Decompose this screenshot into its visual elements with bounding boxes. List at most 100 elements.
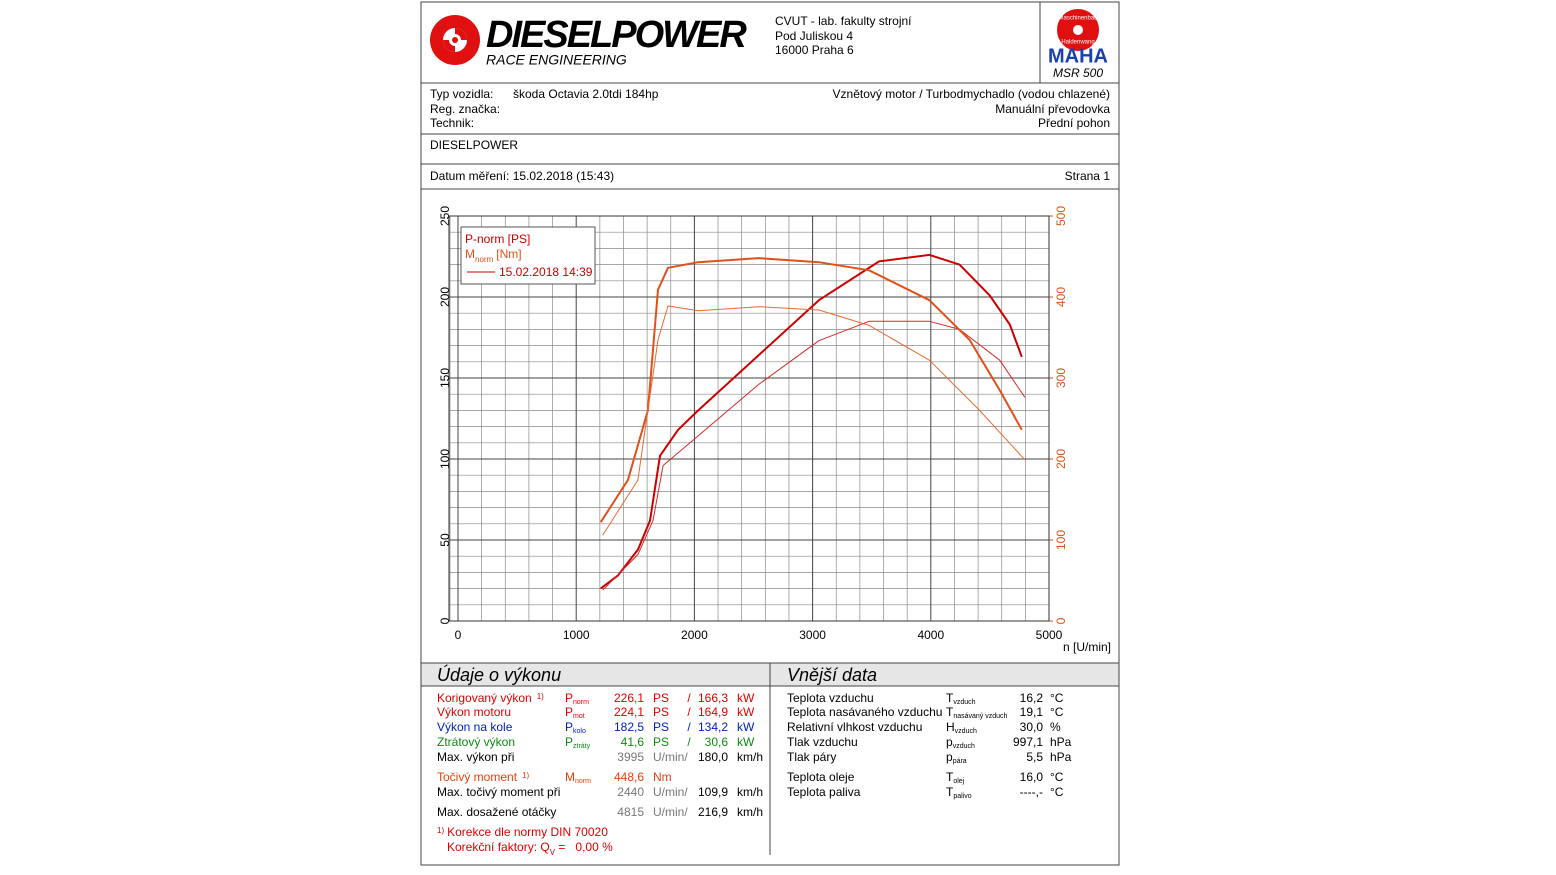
quantity-symbol: Tpalivo [946, 785, 972, 800]
footnote-mark: 1) [437, 826, 444, 835]
symbol-subscript: vzduch [955, 728, 977, 735]
badge-text: Haldenwang [1061, 40, 1094, 46]
series-line [600, 253, 1023, 590]
factor-subscript: V [550, 848, 556, 857]
factor-value: = 0,00 % [555, 840, 613, 854]
customer: DIESELPOWER [430, 138, 518, 152]
value: 109,9 [698, 785, 728, 799]
label: Výkon na kole [437, 720, 513, 734]
y2-tick-label: 500 [1054, 206, 1068, 226]
section-title: Vnější data [787, 665, 877, 685]
y-tick-label: 200 [438, 287, 452, 307]
label: Max. dosažené otáčky [437, 805, 556, 819]
value: 16,0 [1020, 770, 1044, 784]
y2-tick-label: 100 [1054, 530, 1068, 550]
row-label: Max. výkon při [437, 750, 514, 764]
symbol-subscript: vzduch [953, 743, 975, 750]
quantity-symbol: pvzduch [946, 735, 975, 750]
quantity-symbol: Tvzduch [946, 691, 976, 706]
symbol: M [565, 770, 575, 784]
symbol-subscript: ztráty [573, 743, 591, 750]
quantity-symbol: ppára [946, 750, 967, 765]
quantity-symbol: Mnorm [565, 770, 591, 785]
value: ----,- [1020, 785, 1043, 799]
maha-badge: Maschinenbau Haldenwang MAHA MSR 500 [1048, 7, 1108, 80]
legend-entry: P-norm [PS] [465, 232, 530, 246]
unit: PS [653, 720, 669, 734]
symbol: P [565, 735, 573, 749]
label: Ztrátový výkon [437, 735, 515, 749]
x-tick-label: 5000 [1036, 628, 1063, 642]
value: 997,1 [1013, 735, 1043, 749]
quantity-symbol: Pkolo [565, 720, 586, 735]
footnote: 1) Korekce dle normy DIN 70020 [437, 825, 608, 839]
unit: °C [1050, 691, 1064, 705]
x-axis-label: n [U/min] [1063, 640, 1111, 654]
value: 180,0 [698, 750, 728, 764]
unit: kW [737, 720, 755, 734]
footnote: Korekční faktory: QV = 0,00 % [447, 840, 613, 856]
value: 166,3 [698, 691, 728, 705]
logo [430, 15, 480, 65]
symbol-subscript: norm [575, 778, 591, 785]
badge-model: MSR 500 [1053, 66, 1103, 80]
y2-tick-label: 200 [1054, 449, 1068, 469]
unit: U/min/ [653, 750, 688, 764]
symbol: H [946, 720, 955, 734]
unit: U/min/ [653, 785, 688, 799]
quantity-symbol: Hvzduch [946, 720, 977, 735]
symbol: P [565, 705, 573, 719]
unit: PS [653, 705, 669, 719]
value: 4815 [617, 805, 644, 819]
y2-tick-label: 300 [1054, 368, 1068, 388]
symbol-subscript: kolo [573, 728, 586, 735]
symbol-subscript: mot [573, 713, 585, 720]
symbol: T [946, 770, 954, 784]
legend-symbol: M [465, 247, 475, 261]
symbol: T [946, 785, 954, 799]
value: 16,2 [1020, 691, 1044, 705]
unit: °C [1050, 705, 1064, 719]
unit: °C [1050, 770, 1064, 784]
legend-run: 15.02.2018 14:39 [499, 265, 593, 279]
symbol-subscript: vzduch [953, 699, 975, 706]
separator: / [687, 705, 691, 719]
field-value: Přední pohon [1038, 116, 1110, 130]
value: 30,6 [705, 735, 729, 749]
x-tick-label: 3000 [799, 628, 826, 642]
footnote-text: Korekce dle normy DIN 70020 [447, 825, 608, 839]
symbol-subscript: palivo [953, 793, 971, 800]
x-tick-label: 4000 [917, 628, 944, 642]
value: 182,5 [614, 720, 644, 734]
quantity-symbol: Tnasávaný vzduch [946, 705, 1008, 720]
badge-text: Maschinenbau [1058, 16, 1097, 22]
row-label: Max. dosažené otáčky [437, 805, 556, 819]
value: 164,9 [698, 705, 728, 719]
legend-unit: [Nm] [496, 247, 521, 261]
unit: Nm [653, 770, 672, 784]
label: Max. výkon při [437, 750, 514, 764]
x-tick-label: 2000 [681, 628, 708, 642]
row-label: Výkon motoru [437, 705, 511, 719]
field-value: Vznětový motor / Turbodmychadlo (vodou c… [833, 87, 1110, 101]
legend-subscript: norm [475, 255, 494, 264]
x-tick-label: 0 [455, 628, 462, 642]
row-label: Teplota vzduchu [787, 691, 874, 705]
plot-frame [448, 215, 1050, 622]
y2-tick-label: 0 [1054, 617, 1068, 624]
series-line [602, 320, 1026, 591]
measurement-date: Datum měření: 15.02.2018 (15:43) [430, 169, 614, 183]
unit: km/h [737, 785, 763, 799]
row-label: Tlak páry [787, 750, 836, 764]
unit: kW [737, 691, 755, 705]
separator: / [687, 720, 691, 734]
field-value: škoda Octavia 2.0tdi 184hp [513, 87, 659, 101]
unit: hPa [1050, 735, 1072, 749]
value: 19,1 [1020, 705, 1044, 719]
tagline: RACE ENGINEERING [486, 52, 627, 68]
address-line: CVUT - lab. fakulty strojní [775, 14, 912, 28]
separator: / [687, 691, 691, 705]
page-number: Strana 1 [1065, 169, 1111, 183]
